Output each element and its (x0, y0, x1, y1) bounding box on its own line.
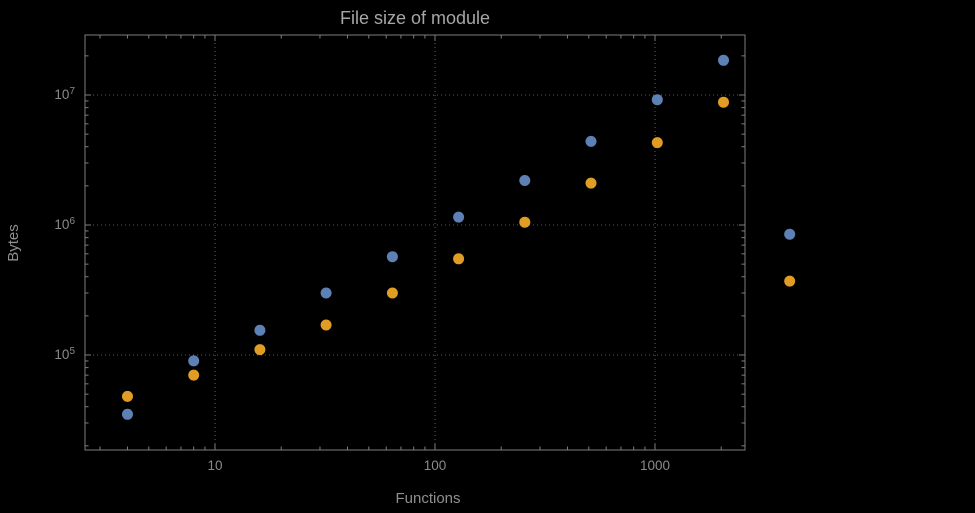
x-tick-label: 100 (424, 458, 447, 473)
y-tick-label: 105 (54, 346, 75, 363)
data-point-series-blue (320, 287, 332, 299)
data-point-series-blue (386, 251, 398, 263)
data-point-series-orange (386, 287, 398, 299)
frame-layer (84, 34, 746, 451)
x-axis-label: Functions (395, 490, 460, 507)
data-point-series-blue (519, 175, 531, 186)
data-point-series-blue (453, 211, 465, 223)
data-point-series-orange (453, 253, 465, 265)
x-tick-label: 1000 (640, 458, 670, 473)
y-tick-label: 106 (54, 216, 75, 233)
data-point-series-orange (784, 275, 796, 287)
plot-frame (84, 34, 746, 451)
data-point-series-blue (188, 355, 200, 367)
data-point-series-orange (122, 390, 133, 402)
data-point-series-orange (188, 369, 200, 381)
y-tick-label: 107 (54, 86, 75, 103)
gridlines-layer (85, 35, 745, 450)
x-tick-label: 10 (207, 458, 222, 473)
data-point-series-blue (651, 94, 663, 106)
data-point-series-blue (585, 135, 597, 147)
data-point-series-orange (254, 344, 266, 356)
data-point-series-blue (122, 408, 133, 420)
data-point-series-orange (519, 216, 531, 228)
data-point-series-orange (585, 177, 597, 189)
data-point-series-blue (254, 324, 266, 336)
data-point-series-blue (718, 54, 729, 66)
data-point-series-blue (784, 228, 796, 240)
data-point-series-orange (718, 96, 729, 108)
data-point-series-orange (651, 137, 663, 149)
data-point-series-orange (320, 319, 332, 331)
chart-title: File size of module (340, 8, 490, 28)
tick-labels-layer: 10 100 1000 105 106 107 (54, 86, 670, 474)
ticks-layer (85, 35, 745, 450)
data-points-layer (122, 54, 796, 420)
y-axis-label: Bytes (5, 224, 22, 262)
